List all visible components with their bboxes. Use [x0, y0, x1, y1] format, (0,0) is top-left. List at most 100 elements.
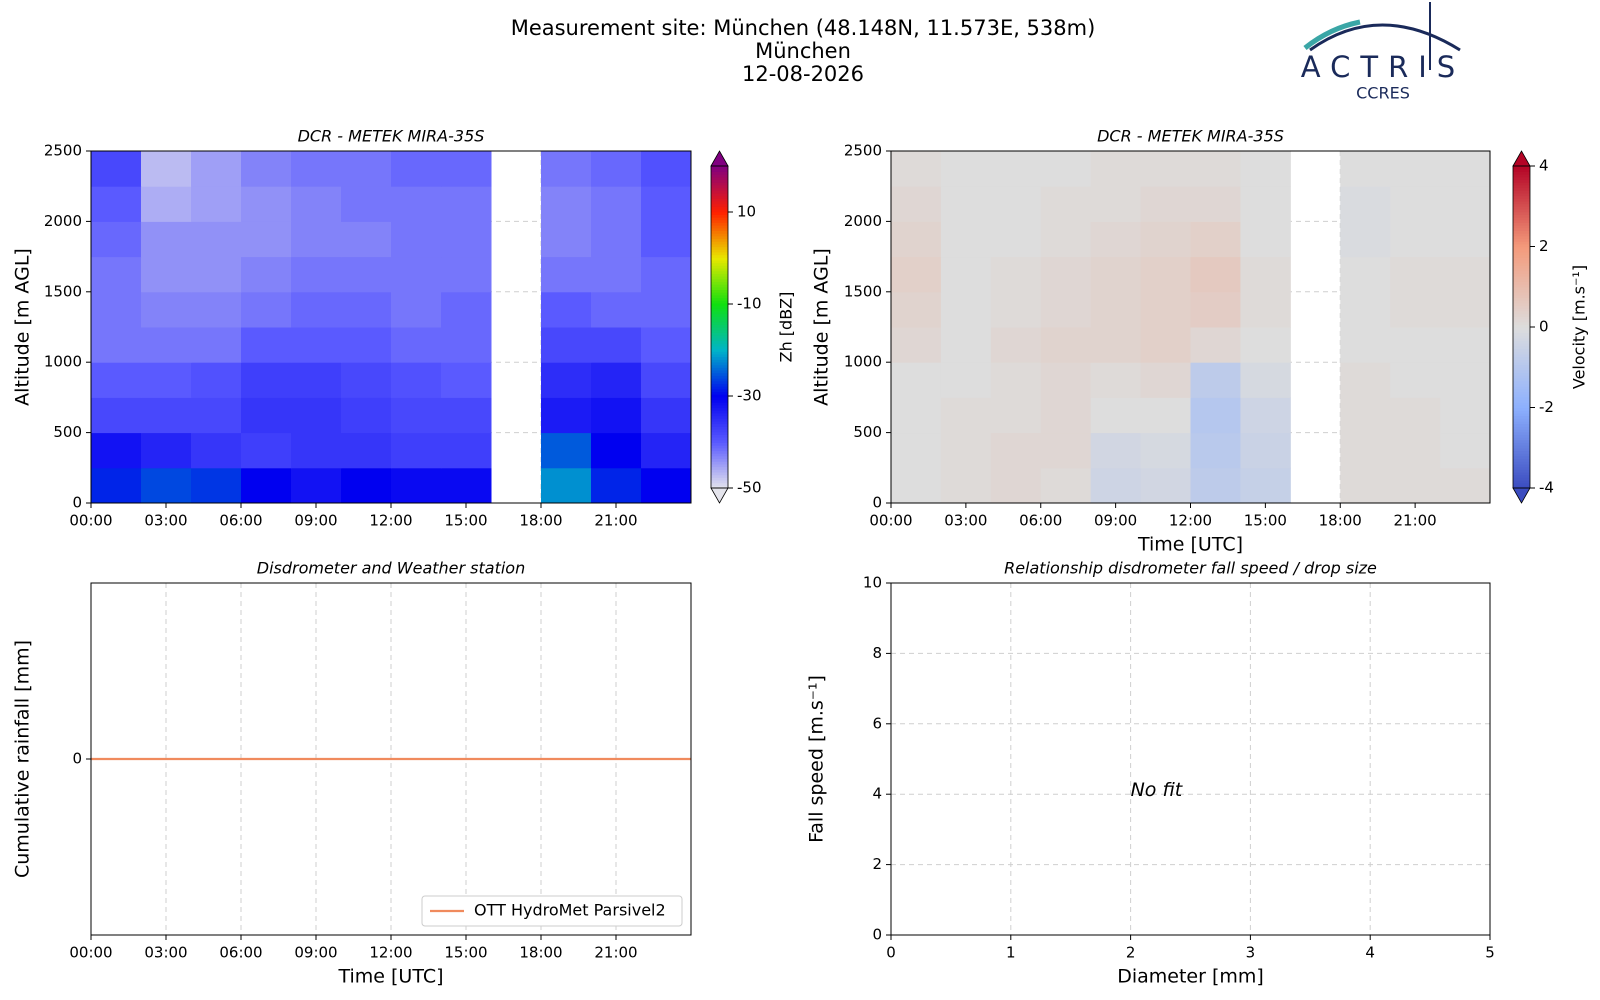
- colorbar-segment: [1513, 182, 1530, 186]
- heatmap-cell: [1040, 221, 1092, 258]
- heatmap-cell: [1390, 327, 1441, 363]
- heatmap-cell: [541, 362, 592, 398]
- heatmap-cell: [891, 432, 942, 469]
- colorbar-segment: [711, 174, 728, 178]
- colorbar-segment: [1513, 289, 1530, 293]
- colorbar-segment: [711, 380, 728, 384]
- colorbar-segment: [1513, 396, 1530, 401]
- heatmap-cell: [1040, 467, 1092, 504]
- colorbar-segment: [1513, 388, 1530, 392]
- heatmap-cell: [1190, 186, 1241, 222]
- colorbar-segment: [1513, 176, 1530, 181]
- heatmap-cell: [391, 221, 442, 258]
- heatmap-cell: [341, 362, 392, 398]
- colorbar-segment: [711, 270, 728, 274]
- x-tick-label: 3: [1246, 944, 1256, 962]
- x-tick-label: 09:00: [294, 944, 337, 962]
- y-tick-label: 0: [72, 750, 82, 768]
- colorbar-segment: [1513, 238, 1530, 242]
- colorbar-segment: [711, 187, 728, 191]
- heatmap-cell: [641, 186, 692, 222]
- colorbar-segment: [1513, 318, 1530, 323]
- heatmap-cell: [1240, 432, 1291, 469]
- heatmap-cell: [241, 362, 292, 398]
- colorbar-segment: [711, 230, 728, 234]
- heatmap-cell: [141, 327, 192, 363]
- x-tick-label: 12:00: [369, 512, 412, 530]
- colorbar-segment: [711, 359, 728, 363]
- colorbar-segment: [1513, 227, 1530, 231]
- y-tick-label: 1000: [844, 353, 882, 371]
- colorbar-segment: [1513, 453, 1530, 457]
- colorbar-segment: [1513, 485, 1530, 489]
- colorbar-tick-label: 0: [1539, 318, 1549, 336]
- colorbar-segment: [1513, 437, 1530, 441]
- heatmap-cell: [1140, 362, 1191, 398]
- colorbar-segment: [1513, 203, 1530, 207]
- x-tick-label: 06:00: [219, 512, 262, 530]
- colorbar-segment: [1513, 356, 1530, 360]
- heatmap-cell: [891, 397, 942, 434]
- colorbar-segment: [1513, 305, 1530, 309]
- heatmap-cell: [541, 397, 592, 434]
- x-tick-label: 21:00: [594, 512, 637, 530]
- colorbar-segment: [711, 404, 728, 409]
- colorbar-segment: [711, 166, 728, 170]
- colorbar-segment: [711, 214, 728, 218]
- heatmap-cell: [541, 291, 592, 328]
- colorbar-segment: [711, 294, 728, 299]
- colorbar-segment: [1513, 171, 1530, 175]
- colorbar-segment: [711, 412, 728, 417]
- colorbar-segment: [711, 316, 728, 320]
- colorbar-segment: [1513, 267, 1530, 272]
- colorbar-segment: [1513, 292, 1530, 296]
- heatmap-cell: [1240, 397, 1291, 434]
- heatmap-cell: [940, 151, 992, 187]
- heatmap-cell: [1090, 221, 1142, 258]
- heatmap-cell: [591, 362, 642, 398]
- heatmap-cell: [341, 397, 392, 434]
- colorbar-segment: [711, 466, 728, 470]
- heatmap-cell: [891, 291, 942, 328]
- colorbar-segment: [711, 447, 728, 452]
- heatmap-cell: [91, 186, 142, 222]
- colorbar-segment: [1513, 423, 1530, 427]
- x-tick-label: 15:00: [444, 512, 487, 530]
- heatmap-cell: [990, 221, 1042, 258]
- logo-name: ACTRIS: [1301, 50, 1465, 84]
- heatmap-cell: [990, 327, 1042, 363]
- colorbar-segment: [1513, 308, 1530, 312]
- heatmap-cell: [191, 467, 242, 504]
- heatmap-cell: [541, 467, 592, 504]
- colorbar-segment: [711, 200, 728, 205]
- heatmap-cell: [1240, 186, 1291, 222]
- x-tick-label: 03:00: [944, 512, 987, 530]
- panel: 0 1 2 3 4 5 0 2 4 6 8 10 No fit Relationship disdrome…: [806, 559, 1495, 988]
- colorbar-segment: [711, 273, 728, 277]
- heatmap-cell: [641, 151, 692, 187]
- figure-date: 12-08-2026: [742, 62, 864, 86]
- heatmap-cell: [1440, 221, 1491, 258]
- colorbar-segment: [711, 364, 728, 368]
- heatmap-cell: [91, 256, 142, 293]
- x-tick-label: 00:00: [69, 512, 112, 530]
- colorbar-segment: [711, 265, 728, 269]
- heatmap-cell: [1090, 256, 1142, 293]
- colorbar-segment: [1513, 418, 1530, 422]
- heatmap-cell: [1140, 291, 1191, 328]
- colorbar-segment: [711, 415, 728, 419]
- heatmap-cell: [940, 362, 992, 398]
- axes-title: Disdrometer and Weather station: [257, 559, 525, 578]
- heatmap-cell: [341, 291, 392, 328]
- y-tick-label: 4: [872, 785, 882, 803]
- heatmap-cell: [191, 362, 242, 398]
- heatmap-cell: [141, 362, 192, 398]
- colorbar-segment: [711, 377, 728, 382]
- heatmap-cell: [591, 256, 642, 293]
- heatmap-cell: [990, 256, 1042, 293]
- heatmap-cell: [341, 151, 392, 187]
- colorbar-segment: [1513, 348, 1530, 352]
- colorbar-segment: [711, 192, 728, 197]
- axes-frame: [90, 582, 692, 936]
- heatmap-cell: [141, 256, 192, 293]
